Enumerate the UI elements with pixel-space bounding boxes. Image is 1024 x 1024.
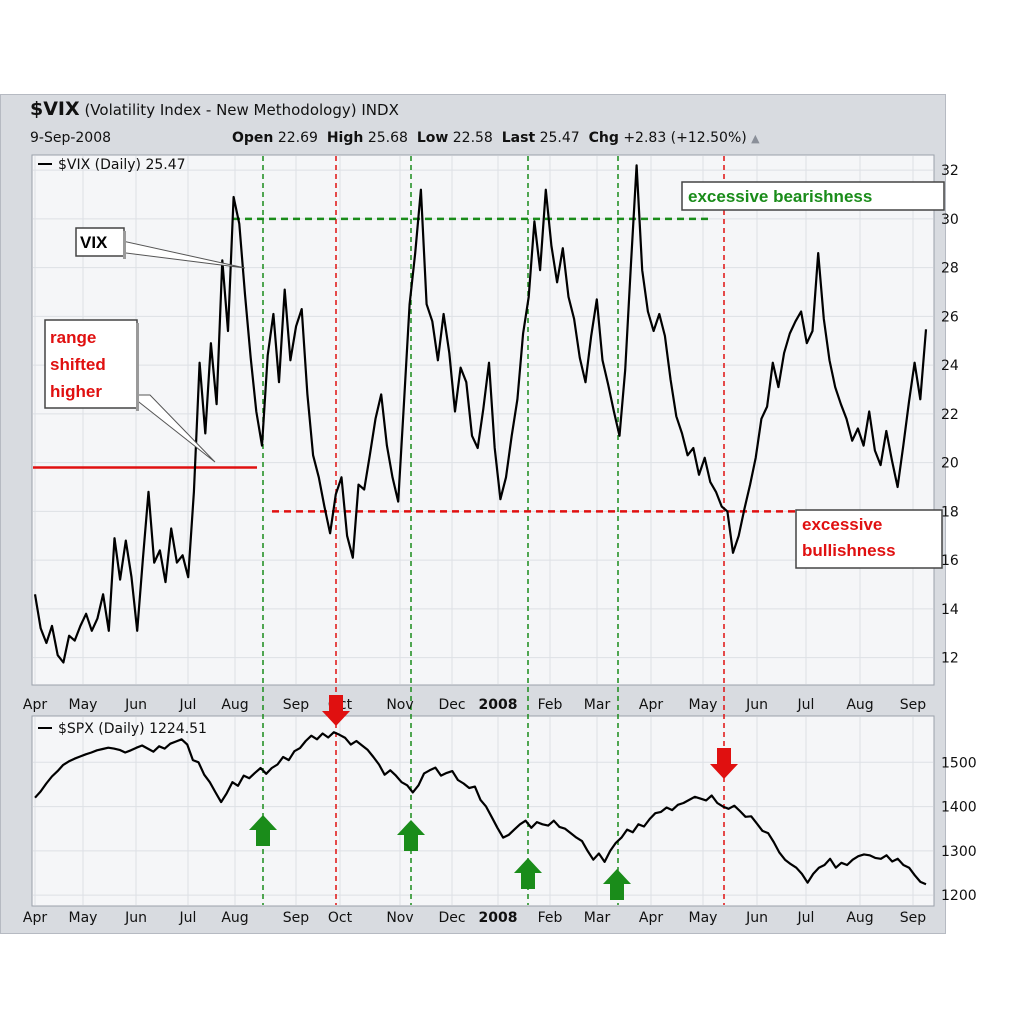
last-label: Last bbox=[501, 130, 536, 146]
range-callout-shadow bbox=[136, 323, 139, 411]
spx-y-tick-label: 1200 bbox=[941, 888, 977, 904]
vix-x-tick-label: Apr bbox=[23, 697, 47, 713]
vix-series-line bbox=[33, 164, 928, 664]
sell-arrow-icon bbox=[710, 748, 738, 779]
spx-x-tick-label: 2008 bbox=[479, 910, 518, 926]
spx-x-tick-label: Aug bbox=[221, 910, 248, 926]
high-label: High bbox=[326, 130, 364, 146]
low-label: Low bbox=[416, 130, 449, 146]
range-callout-line3: higher bbox=[50, 382, 102, 401]
range-callout-line2: shifted bbox=[50, 355, 106, 374]
vix-y-tick-label: 30 bbox=[941, 212, 959, 228]
chart-title: $VIX (Volatility Index - New Methodology… bbox=[30, 98, 399, 120]
vix-y-tick-label: 28 bbox=[941, 261, 959, 277]
vix-y-tick-label: 22 bbox=[941, 407, 959, 423]
vix-x-tick-label: Dec bbox=[438, 697, 465, 713]
spx-x-tick-label: Jun bbox=[124, 910, 147, 926]
vix-y-tick-label: 16 bbox=[941, 553, 959, 569]
symbol: $VIX bbox=[30, 98, 80, 120]
quote-bar: Open 22.69 High 25.68 Low 22.58 Last 25.… bbox=[232, 130, 760, 146]
spx-x-tick-label: Jul bbox=[179, 910, 197, 926]
vix-x-tick-label: Jul bbox=[797, 697, 815, 713]
spx-x-tick-label: Dec bbox=[438, 910, 465, 926]
vix-x-tick-label: Jun bbox=[124, 697, 147, 713]
spx-y-tick-label: 1500 bbox=[941, 755, 977, 771]
vix-x-tick-label: Jul bbox=[179, 697, 197, 713]
bullish-box bbox=[795, 509, 943, 569]
range-callout-box bbox=[44, 319, 138, 409]
open-label: Open bbox=[232, 130, 274, 146]
vix-x-tick-label: Nov bbox=[386, 697, 413, 713]
spx-x-tick-label: Sep bbox=[900, 910, 927, 926]
vix-x-tick-label: Sep bbox=[900, 697, 927, 713]
spx-x-tick-label: Jun bbox=[745, 910, 768, 926]
vix-panel bbox=[31, 154, 935, 686]
spx-x-tick-label: Apr bbox=[639, 910, 663, 926]
buy-arrow-icon bbox=[514, 858, 542, 889]
spx-y-tick-label: 1400 bbox=[941, 800, 977, 816]
vix-y-tick-label: 20 bbox=[941, 456, 959, 472]
vix-y-tick-label: 26 bbox=[941, 309, 959, 325]
vix-x-tick-label: Aug bbox=[846, 697, 873, 713]
vix-y-tick-label: 12 bbox=[941, 651, 959, 667]
bearish-box bbox=[681, 181, 945, 211]
high-value: 25.68 bbox=[367, 130, 408, 146]
sell-arrow-icon bbox=[322, 695, 350, 726]
spx-x-tick-label: Jul bbox=[797, 910, 815, 926]
vix-x-tick-label: May bbox=[69, 697, 98, 713]
vix-legend: $VIX (Daily) 25.47 bbox=[58, 157, 186, 173]
spx-legend: $SPX (Daily) 1224.51 bbox=[58, 721, 207, 737]
bearish-label: excessive bearishness bbox=[688, 187, 872, 206]
spx-x-tick-label: May bbox=[69, 910, 98, 926]
vix-x-tick-label: Aug bbox=[221, 697, 248, 713]
open-value: 22.69 bbox=[277, 130, 318, 146]
vix-y-tick-label: 14 bbox=[941, 602, 959, 618]
spx-x-tick-label: Sep bbox=[283, 910, 310, 926]
vix-callout-text: VIX bbox=[80, 233, 108, 252]
buy-arrow-icon bbox=[249, 815, 277, 846]
buy-arrow-icon bbox=[397, 820, 425, 851]
vix-x-tick-label: Apr bbox=[639, 697, 663, 713]
collapse-triangle-icon[interactable]: ▲ bbox=[751, 132, 760, 145]
vix-x-tick-label: Mar bbox=[584, 697, 611, 713]
spx-x-tick-label: May bbox=[689, 910, 718, 926]
low-value: 22.58 bbox=[452, 130, 493, 146]
vix-callout-shadow bbox=[123, 231, 126, 259]
spx-x-tick-label: Apr bbox=[23, 910, 47, 926]
buy-arrow-icon bbox=[603, 869, 631, 900]
range-callout-pointer bbox=[128, 394, 216, 463]
chg-value: +2.83 (+12.50%) bbox=[623, 130, 747, 146]
spx-y-tick-label: 1300 bbox=[941, 844, 977, 860]
spx-x-tick-label: Feb bbox=[538, 910, 563, 926]
exchange: INDX bbox=[361, 101, 399, 119]
bullish-label-line1: excessive bbox=[802, 515, 882, 534]
vix-y-tick-label: 24 bbox=[941, 358, 959, 374]
spx-x-tick-label: Oct bbox=[328, 910, 353, 926]
vix-x-tick-label: 2008 bbox=[479, 697, 518, 713]
chg-label: Chg bbox=[588, 130, 619, 146]
spx-x-tick-label: Nov bbox=[386, 910, 413, 926]
last-value: 25.47 bbox=[539, 130, 580, 146]
vix-y-tick-label: 32 bbox=[941, 163, 959, 179]
spx-x-tick-label: Mar bbox=[584, 910, 611, 926]
vix-x-tick-label: Sep bbox=[283, 697, 310, 713]
vix-x-tick-label: Jun bbox=[745, 697, 768, 713]
bullish-label-line2: bullishness bbox=[802, 541, 896, 560]
range-callout-line1: range bbox=[50, 328, 96, 347]
index-name: (Volatility Index - New Methodology) bbox=[84, 101, 357, 119]
vix-x-tick-label: Feb bbox=[538, 697, 563, 713]
spx-panel bbox=[31, 715, 935, 907]
vix-x-tick-label: May bbox=[689, 697, 718, 713]
spx-series-line bbox=[34, 731, 927, 886]
spx-x-tick-label: Aug bbox=[846, 910, 873, 926]
chart-date: 9-Sep-2008 bbox=[30, 130, 112, 146]
vix-y-tick-label: 18 bbox=[941, 504, 959, 520]
